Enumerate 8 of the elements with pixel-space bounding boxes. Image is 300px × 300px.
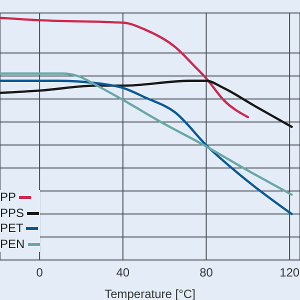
x-tick-label: 0: [36, 266, 44, 280]
legend-label: PP: [0, 190, 16, 206]
legend-label: PET: [0, 221, 24, 236]
x-tick-label: 80: [200, 266, 214, 280]
legend-label: PPS: [0, 206, 24, 221]
x-tick-label: 40: [116, 266, 130, 280]
legend-label: PEN: [0, 236, 25, 252]
x-tick-label: 120: [280, 266, 300, 280]
